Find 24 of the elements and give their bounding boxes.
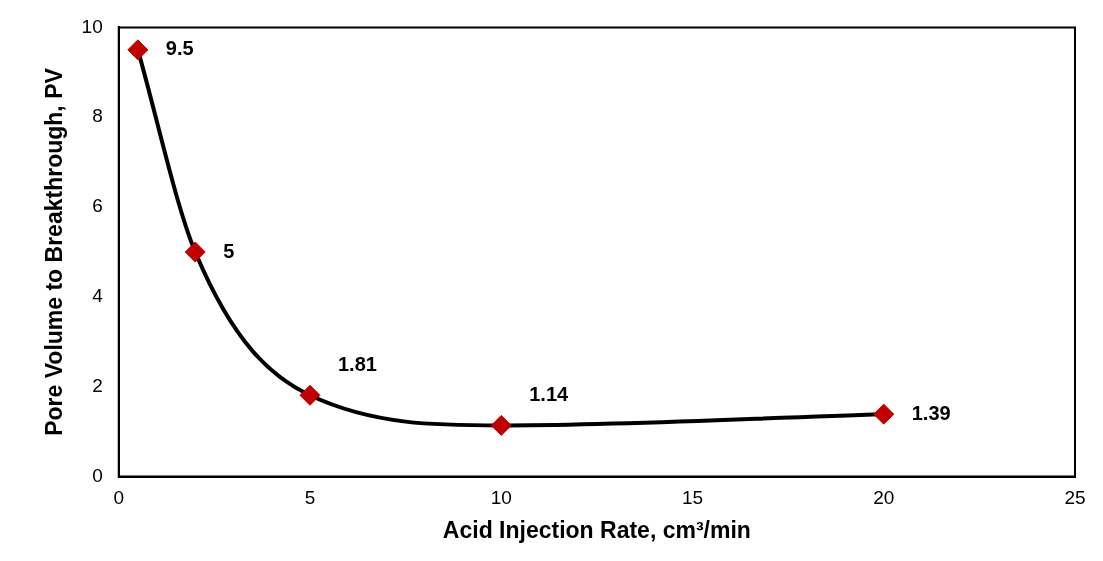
x-tick-label: 20 — [873, 487, 895, 509]
y-tick-label: 0 — [92, 464, 103, 486]
x-tick-label: 0 — [113, 487, 125, 509]
y-tick-label: 2 — [92, 374, 103, 396]
point — [184, 241, 206, 263]
y-tick-label: 6 — [92, 195, 103, 217]
data-label: 5 — [223, 239, 235, 262]
y-axis-title: Pore Volume to Breakthrough, PV — [41, 67, 68, 436]
point — [873, 403, 895, 425]
point — [127, 39, 149, 61]
point — [299, 384, 321, 406]
data-label: 1.39 — [911, 401, 951, 424]
data-label: 1.81 — [337, 352, 377, 375]
y-tick-label: 10 — [81, 15, 103, 37]
y-tick-label: 8 — [92, 105, 103, 127]
data-label: 1.14 — [529, 382, 570, 405]
point — [490, 414, 512, 436]
x-axis-title: Acid Injection Rate, cm³/min — [442, 516, 751, 543]
x-tick-label: 5 — [304, 487, 316, 509]
x-tick-label: 10 — [490, 487, 512, 509]
y-tick-label: 4 — [92, 285, 104, 307]
x-tick-label: 25 — [1064, 487, 1086, 509]
data-label: 9.5 — [165, 37, 194, 60]
x-tick-label: 15 — [681, 487, 704, 509]
